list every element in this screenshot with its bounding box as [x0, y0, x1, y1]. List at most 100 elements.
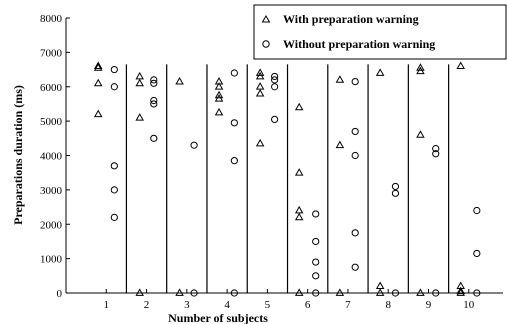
y-tick-label: 4000: [40, 151, 63, 163]
data-point-with-warning: [375, 281, 385, 290]
data-point-without-warning: [150, 100, 158, 108]
data-point-with-warning: [294, 102, 304, 111]
data-point-without-warning: [312, 272, 320, 280]
data-point-with-warning: [255, 71, 265, 80]
data-point-without-warning: [312, 237, 320, 246]
x-tick-label: 8: [385, 299, 391, 311]
data-point-without-warning: [110, 83, 118, 91]
data-point-without-warning: [110, 213, 118, 221]
x-tick-label: 3: [184, 299, 190, 311]
data-point-without-warning: [230, 157, 238, 165]
data-point-with-warning: [214, 82, 224, 90]
data-point-with-warning: [135, 78, 144, 87]
data-point-without-warning: [432, 150, 440, 158]
data-point-with-warning: [93, 109, 103, 118]
data-point-without-warning: [391, 182, 400, 191]
x-tick-label: 9: [426, 299, 432, 311]
data-point-without-warning: [230, 119, 238, 127]
legend-circle-marker: [262, 40, 270, 48]
x-tick-label: 5: [265, 299, 271, 311]
y-tick-label: 3000: [40, 185, 63, 197]
data-point-without-warning: [473, 206, 481, 215]
data-point-with-warning: [255, 89, 265, 97]
data-point-with-warning: [456, 61, 465, 70]
y-tick-label: 1000: [40, 254, 63, 266]
data-point-with-warning: [335, 140, 345, 149]
data-point-without-warning: [351, 263, 359, 271]
data-point-without-warning: [230, 69, 238, 77]
data-point-without-warning: [351, 127, 359, 136]
data-point-without-warning: [150, 79, 158, 87]
data-point-with-warning: [175, 288, 184, 296]
data-point-with-warning: [214, 90, 224, 99]
data-point-without-warning: [271, 83, 279, 91]
data-point-without-warning: [110, 162, 118, 170]
data-point-with-warning: [456, 288, 465, 296]
y-axis-title: Preparations duration (ms): [11, 85, 25, 225]
data-point-with-warning: [93, 61, 103, 70]
data-point-with-warning: [335, 75, 345, 83]
y-tick-label: 7000: [40, 47, 63, 59]
data-point-with-warning: [294, 212, 304, 221]
data-point-with-warning: [93, 63, 103, 71]
data-point-without-warning: [110, 186, 118, 194]
data-point-without-warning: [150, 76, 158, 84]
data-point-without-warning: [312, 258, 320, 266]
data-point-without-warning: [391, 289, 400, 297]
data-point-without-warning: [432, 289, 440, 297]
data-point-without-warning: [110, 65, 118, 74]
data-point-with-warning: [294, 168, 304, 176]
data-point-with-warning: [135, 113, 144, 121]
data-point-without-warning: [473, 289, 481, 297]
data-point-without-warning: [271, 76, 279, 84]
x-tick-label: 4: [224, 299, 230, 311]
x-tick-label: 7: [345, 299, 351, 311]
data-point-without-warning: [312, 289, 320, 297]
data-point-without-warning: [271, 115, 279, 124]
data-point-with-warning: [93, 78, 103, 87]
plot-area: 0 1000 2000 3000 4000 5000 6000 7000 8000 1 2 3 4 5 6 7…: [40, 13, 503, 311]
legend-triangle-marker: [261, 15, 271, 23]
data-point-with-warning: [456, 286, 465, 295]
x-axis-title: Number of subjects: [168, 311, 268, 324]
data-point-without-warning: [351, 77, 359, 86]
data-point-without-warning: [473, 249, 481, 258]
legend-label-without-warning: Without preparation warning: [283, 37, 435, 51]
data-point-without-warning: [271, 72, 279, 81]
data-point-with-warning: [255, 82, 265, 90]
y-tick-label: 6000: [40, 82, 63, 94]
data-point-without-warning: [230, 289, 238, 297]
data-point-with-warning: [416, 288, 425, 296]
data-point-without-warning: [432, 145, 440, 153]
data-point-without-warning: [190, 141, 198, 149]
x-tick-label: 6: [305, 299, 311, 311]
data-point-without-warning: [351, 229, 359, 237]
data-point-with-warning: [416, 63, 425, 71]
data-point-without-warning: [351, 151, 359, 160]
data-point-with-warning: [255, 138, 265, 147]
data-point-with-warning: [375, 68, 385, 76]
y-tick-label: 0: [57, 288, 63, 300]
data-point-with-warning: [135, 71, 144, 80]
x-tick-label: 1: [104, 299, 110, 311]
data-point-without-warning: [150, 96, 158, 105]
data-point-with-warning: [175, 76, 184, 85]
y-tick-label: 5000: [40, 116, 63, 128]
legend-label-with-warning: With preparation warning: [283, 12, 419, 26]
data-point-without-warning: [150, 134, 158, 142]
x-tick-label: 2: [144, 299, 150, 311]
data-point-with-warning: [214, 94, 224, 102]
data-point-with-warning: [416, 66, 425, 75]
y-tick-label: 8000: [40, 13, 63, 25]
data-point-with-warning: [416, 130, 425, 138]
data-point-with-warning: [294, 288, 304, 296]
data-point-with-warning: [335, 288, 345, 296]
legend-box: [253, 4, 507, 60]
data-point-with-warning: [255, 68, 265, 76]
data-point-with-warning: [135, 288, 144, 296]
data-point-with-warning: [294, 205, 304, 214]
y-tick-label: 2000: [40, 219, 63, 231]
x-tick-label: 10: [463, 299, 475, 311]
legend: With preparation warning Without prepara…: [253, 4, 507, 60]
